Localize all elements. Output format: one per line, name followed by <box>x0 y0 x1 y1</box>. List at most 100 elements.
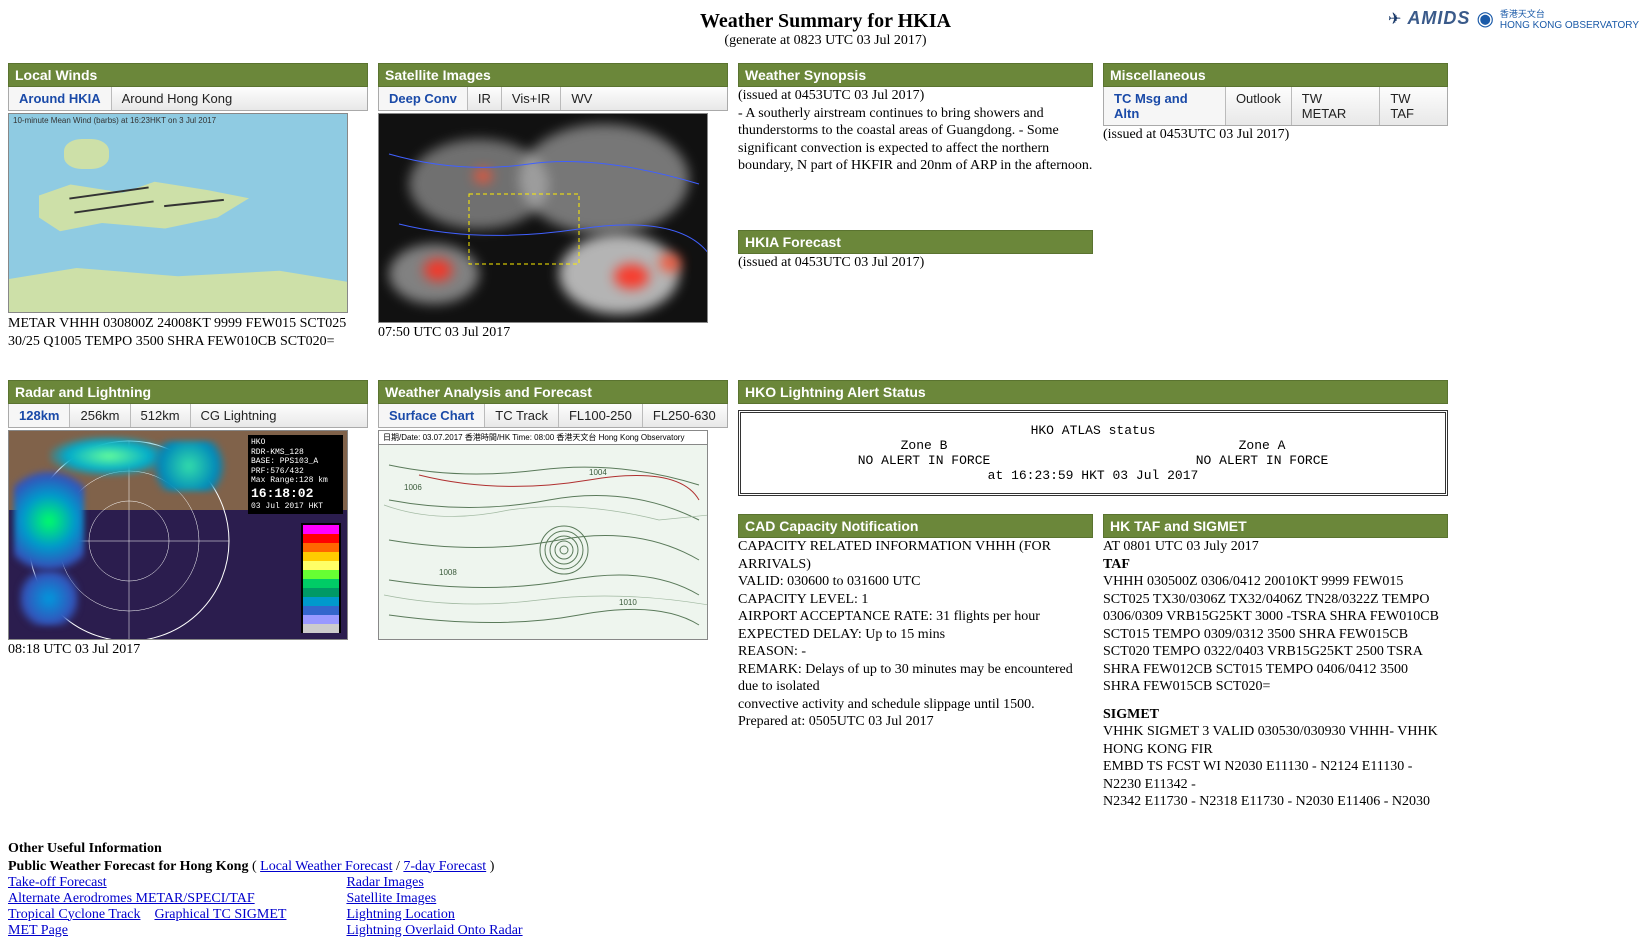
radar-info-3: PRF:576/432 <box>251 467 340 477</box>
tab-outlook[interactable]: Outlook <box>1226 87 1292 125</box>
forecast-title: HKIA Forecast <box>738 230 1093 254</box>
taf-panel: HK TAF and SIGMET AT 0801 UTC 03 July 20… <box>1103 514 1448 811</box>
radar-caption: 08:18 UTC 03 Jul 2017 <box>8 642 368 658</box>
map-legend: 10-minute Mean Wind (barbs) at 16:23HKT … <box>13 116 216 125</box>
sigmet-text: VHHK SIGMET 3 VALID 030530/030930 VHHH- … <box>1103 723 1448 811</box>
tab-wv[interactable]: WV <box>561 87 602 110</box>
misc-tabs: TC Msg and Altn Outlook TW METAR TW TAF <box>1103 87 1448 126</box>
radar-image[interactable]: HKO RDR-KMS_128 BASE: PPS103_A PRF:576/4… <box>8 430 348 640</box>
satellite-caption: 07:50 UTC 03 Jul 2017 <box>378 325 728 341</box>
amids-logo: AMIDS <box>1407 8 1470 29</box>
cad-line: VALID: 030600 to 031600 UTC <box>738 573 1093 591</box>
tab-tc-track[interactable]: TC Track <box>485 404 559 427</box>
tab-around-hong-kong[interactable]: Around Hong Kong <box>112 87 243 110</box>
atlas-zone-b: Zone B <box>901 438 948 453</box>
cad-panel: CAD Capacity Notification CAPACITY RELAT… <box>738 514 1093 811</box>
cad-line: REASON: - <box>738 643 1093 661</box>
satellite-panel: Satellite Images Deep Conv IR Vis+IR WV <box>378 63 728 350</box>
link-lightning-overlaid[interactable]: Lightning Overlaid Onto Radar <box>346 923 522 939</box>
link-lightning-location[interactable]: Lightning Location <box>346 907 522 923</box>
atlas-zone-a: Zone A <box>1239 438 1286 453</box>
lightning-alert-title: HKO Lightning Alert Status <box>738 380 1448 404</box>
tab-cg-lightning[interactable]: CG Lightning <box>191 404 287 427</box>
local-winds-title: Local Winds <box>8 63 368 87</box>
cad-line: convective activity and schedule slippag… <box>738 696 1093 714</box>
cad-line: CAPACITY LEVEL: 1 <box>738 591 1093 609</box>
analysis-title: Weather Analysis and Forecast <box>378 380 728 404</box>
tab-deep-conv[interactable]: Deep Conv <box>379 87 468 110</box>
radar-title: Radar and Lightning <box>8 380 368 404</box>
link-satellite-images[interactable]: Satellite Images <box>346 891 522 907</box>
misc-panel: Miscellaneous TC Msg and Altn Outlook TW… <box>1103 63 1448 350</box>
svg-text:1010: 1010 <box>619 598 637 607</box>
atlas-status-box: HKO ATLAS status Zone B Zone A NO ALERT … <box>738 410 1448 496</box>
local-winds-metar: METAR VHHH 030800Z 24008KT 9999 FEW015 S… <box>8 315 368 350</box>
link-met-page[interactable]: MET Page <box>8 923 286 939</box>
tab-tw-metar[interactable]: TW METAR <box>1292 87 1381 125</box>
radar-tabs: 128km 256km 512km CG Lightning <box>8 404 368 428</box>
hko-logo: 香港天文台 HONG KONG OBSERVATORY <box>1500 7 1639 31</box>
row-2: Radar and Lightning 128km 256km 512km CG… <box>8 380 1643 811</box>
tab-128km[interactable]: 128km <box>9 404 70 427</box>
link-graphical-tc-sigmet[interactable]: Graphical TC SIGMET <box>154 907 286 922</box>
useful-title: Other Useful Information <box>8 841 728 857</box>
tab-around-hkia[interactable]: Around HKIA <box>9 87 112 110</box>
local-winds-map[interactable]: 10-minute Mean Wind (barbs) at 16:23HKT … <box>8 113 348 313</box>
link-take-off-forecast[interactable]: Take-off Forecast <box>8 875 286 891</box>
analysis-panel: Weather Analysis and Forecast Surface Ch… <box>378 380 728 811</box>
cad-title: CAD Capacity Notification <box>738 514 1093 538</box>
hko-logo-cn: 香港天文台 <box>1500 7 1639 20</box>
radar-info-box: HKO RDR-KMS_128 BASE: PPS103_A PRF:576/4… <box>248 435 343 514</box>
taf-heading: TAF <box>1103 557 1130 572</box>
radar-panel: Radar and Lightning 128km 256km 512km CG… <box>8 380 368 811</box>
hko-orb-icon: ◉ <box>1476 6 1493 31</box>
surface-chart-image[interactable]: 日期/Date: 03.07.2017 香港時間/HK Time: 08:00 … <box>378 430 708 640</box>
link-radar-images[interactable]: Radar Images <box>346 875 522 891</box>
svg-text:1006: 1006 <box>404 483 422 492</box>
radar-info-1: RDR-KMS_128 <box>251 448 340 458</box>
local-winds-tabs: Around HKIA Around Hong Kong <box>8 87 368 111</box>
useful-links-block: Other Useful Information Public Weather … <box>8 841 728 939</box>
airplane-icon: ✈ <box>1388 9 1401 29</box>
radar-color-scale <box>301 523 341 633</box>
synopsis-text: - A southerly airstream continues to bri… <box>738 105 1093 175</box>
useful-pub-line: Public Weather Forecast for Hong Kong <box>8 859 248 874</box>
link-local-weather-forecast[interactable]: Local Weather Forecast <box>260 859 392 874</box>
radar-info-0: HKO <box>251 438 340 448</box>
atlas-alert-a: NO ALERT IN FORCE <box>1196 453 1329 468</box>
row-1: Local Winds Around HKIA Around Hong Kong… <box>8 63 1643 350</box>
atlas-alert-b: NO ALERT IN FORCE <box>858 453 991 468</box>
tab-fl250-630[interactable]: FL250-630 <box>643 404 726 427</box>
taf-at-line: AT 0801 UTC 03 July 2017 <box>1103 538 1448 556</box>
link-7-day-forecast[interactable]: 7-day Forecast <box>403 859 486 874</box>
tab-vis-ir[interactable]: Vis+IR <box>502 87 561 110</box>
tab-ir[interactable]: IR <box>468 87 502 110</box>
tab-512km[interactable]: 512km <box>131 404 191 427</box>
radar-info-time: 16:18:02 <box>251 486 340 502</box>
tab-fl100-250[interactable]: FL100-250 <box>559 404 643 427</box>
sigmet-heading: SIGMET <box>1103 707 1159 722</box>
cad-body: CAPACITY RELATED INFORMATION VHHH (FOR A… <box>738 538 1093 731</box>
satellite-image[interactable] <box>378 113 708 323</box>
cad-line: AIRPORT ACCEPTANCE RATE: 31 flights per … <box>738 608 1093 626</box>
satellite-title: Satellite Images <box>378 63 728 87</box>
cad-line: EXPECTED DELAY: Up to 15 mins <box>738 626 1093 644</box>
right-stack: HKO Lightning Alert Status HKO ATLAS sta… <box>738 380 1448 811</box>
top-logo-block: ✈ AMIDS ◉ 香港天文台 HONG KONG OBSERVATORY <box>1388 6 1639 31</box>
tab-tw-taf[interactable]: TW TAF <box>1380 87 1447 125</box>
svg-text:1008: 1008 <box>439 568 457 577</box>
link-alternate-aerodromes[interactable]: Alternate Aerodromes METAR/SPECI/TAF <box>8 891 286 907</box>
svg-text:1004: 1004 <box>589 468 607 477</box>
tab-surface-chart[interactable]: Surface Chart <box>379 404 485 427</box>
link-tropical-cyclone-track[interactable]: Tropical Cyclone Track <box>8 907 140 922</box>
tab-tc-msg[interactable]: TC Msg and Altn <box>1104 87 1226 125</box>
cad-line: REMARK: Delays of up to 30 minutes may b… <box>738 661 1093 696</box>
cad-line: Prepared at: 0505UTC 03 Jul 2017 <box>738 713 1093 731</box>
satellite-tabs: Deep Conv IR Vis+IR WV <box>378 87 728 111</box>
tab-256km[interactable]: 256km <box>70 404 130 427</box>
misc-title: Miscellaneous <box>1103 63 1448 87</box>
taf-text: VHHH 030500Z 0306/0412 20010KT 9999 FEW0… <box>1103 573 1448 696</box>
atlas-title: HKO ATLAS status <box>755 423 1431 438</box>
local-winds-panel: Local Winds Around HKIA Around Hong Kong… <box>8 63 368 350</box>
misc-issued: (issued at 0453UTC 03 Jul 2017) <box>1103 126 1448 144</box>
